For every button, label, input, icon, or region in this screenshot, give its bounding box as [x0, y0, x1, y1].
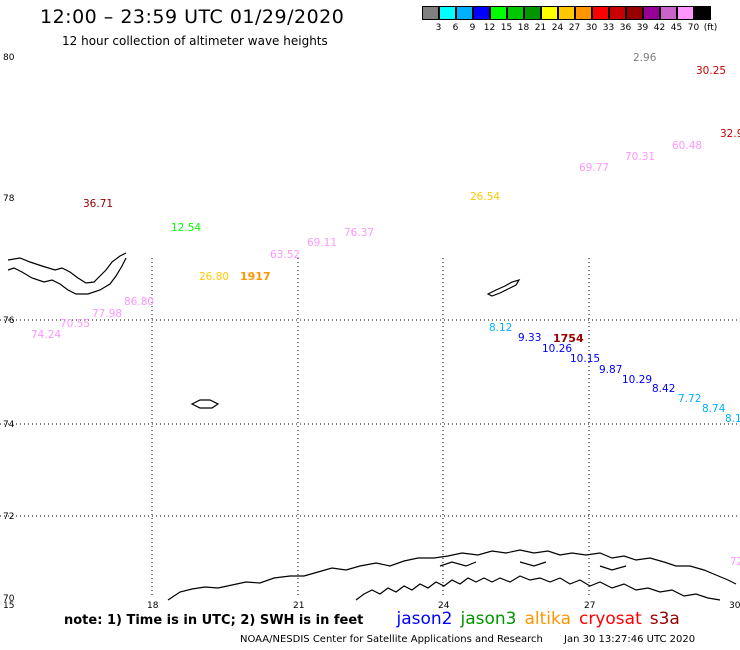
- color-scale-label: 30: [585, 23, 598, 33]
- wave-height-label: 9.33: [518, 332, 541, 344]
- wave-height-label: 36.71: [83, 198, 113, 210]
- color-swatch: [660, 6, 677, 20]
- latitude-label: 80: [3, 53, 15, 63]
- satellite-name: jason2: [396, 609, 453, 629]
- color-swatch: [558, 6, 575, 20]
- wave-height-label: 26.80: [199, 271, 229, 283]
- satellite-name: jason3: [460, 609, 517, 629]
- color-swatch: [507, 6, 524, 20]
- wave-height-label: 70.55: [60, 318, 90, 330]
- wave-height-label: 8.1: [725, 413, 740, 425]
- color-scale-label: (ft): [703, 23, 718, 33]
- wave-height-label: 63.52: [270, 249, 300, 261]
- wave-height-label: 7.72: [678, 393, 701, 405]
- longitude-labels: 15 18 21 24 27 30: [3, 601, 740, 611]
- color-scale-label: 24: [551, 23, 564, 33]
- color-scale-label: 45: [670, 23, 683, 33]
- wave-height-label: 72: [730, 556, 740, 568]
- color-scale-label: 15: [500, 23, 513, 33]
- bear-island-coast: [190, 399, 220, 409]
- latitude-labels: 80 78 76 74 72 70: [3, 53, 15, 604]
- coastline: [7, 252, 737, 601]
- wave-height-label: 10.29: [622, 374, 652, 386]
- wave-height-label: 69.11: [307, 237, 337, 249]
- wave-height-label: 12.54: [171, 222, 201, 234]
- wave-height-label: 86.80: [124, 296, 154, 308]
- color-swatch: [677, 6, 694, 20]
- color-scale-label: 12: [483, 23, 496, 33]
- satellite-legend: jason2 jason3 altika cryosat s3a: [369, 609, 680, 629]
- lat-lon-grid: [0, 258, 740, 598]
- wave-height-label: 32.9: [720, 128, 740, 140]
- map-title: 12:00 – 23:59 UTC 01/29/2020: [40, 6, 345, 28]
- longitude-label: 15: [3, 601, 14, 611]
- wave-height-label: 30.25: [696, 65, 726, 77]
- color-swatch: [473, 6, 490, 20]
- satellite-name: cryosat: [579, 609, 642, 629]
- longitude-label: 30: [729, 601, 740, 611]
- generation-timestamp: Jan 30 13:27:46 UTC 2020: [564, 634, 696, 645]
- color-swatch: [541, 6, 558, 20]
- color-swatch: [456, 6, 473, 20]
- color-scale-label: 39: [636, 23, 649, 33]
- longitude-label: 21: [293, 601, 304, 611]
- wave-height-label: 9.87: [599, 364, 622, 376]
- wave-height-label: 76.37: [344, 227, 374, 239]
- map-subtitle: 12 hour collection of altimeter wave hei…: [62, 34, 328, 48]
- legend-footer: note: 1) Time is in UTC; 2) SWH is in fe…: [64, 609, 680, 629]
- wave-height-label: 60.48: [672, 140, 702, 152]
- color-scale-label: 21: [534, 23, 547, 33]
- wave-height-label: 77.98: [92, 308, 122, 320]
- longitude-label: 18: [147, 601, 159, 611]
- color-scale-label: 42: [653, 23, 666, 33]
- color-swatch: [524, 6, 541, 20]
- pass-time-label: 1754: [553, 332, 584, 345]
- color-scale-label: 70: [687, 23, 700, 33]
- color-scale-label: 6: [452, 23, 459, 33]
- credit-line: NOAA/NESDIS Center for Satellite Applica…: [240, 634, 695, 645]
- longitude-label: 24: [438, 601, 450, 611]
- norway-coast: [167, 549, 737, 601]
- color-swatch: [490, 6, 507, 20]
- latitude-label: 72: [3, 512, 14, 522]
- color-scale-label: 27: [568, 23, 581, 33]
- satellite-name: s3a: [649, 609, 680, 629]
- wave-height-label: 74.24: [31, 329, 61, 341]
- wave-height-label: 2.96: [633, 52, 657, 64]
- color-swatch: [643, 6, 660, 20]
- wave-height-label: 8.74: [702, 403, 726, 415]
- wave-height-label: 70.31: [625, 151, 655, 163]
- color-swatch: [422, 6, 439, 20]
- color-scale-label: 18: [517, 23, 530, 33]
- color-swatch: [694, 6, 711, 20]
- color-scale-label: 9: [469, 23, 476, 33]
- color-scale-label: 3: [435, 23, 442, 33]
- latitude-label: 74: [3, 420, 15, 430]
- color-scale-label: 33: [602, 23, 615, 33]
- color-swatch: [609, 6, 626, 20]
- wave-height-label: 8.12: [489, 322, 512, 334]
- hopen-island-coast: [486, 279, 521, 297]
- color-swatch: [439, 6, 456, 20]
- color-swatch: [575, 6, 592, 20]
- color-swatch: [592, 6, 609, 20]
- svalbard-coast: [7, 252, 127, 295]
- wave-height-label: 69.77: [579, 162, 609, 174]
- satellite-name: altika: [524, 609, 572, 629]
- color-scale-label: 36: [619, 23, 632, 33]
- units-note: note: 1) Time is in UTC; 2) SWH is in fe…: [64, 613, 364, 628]
- wave-height-label: 8.42: [652, 383, 675, 395]
- wave-height-label: 26.54: [470, 191, 500, 203]
- latitude-label: 70: [3, 594, 15, 604]
- wave-height-label: 10.15: [570, 353, 600, 365]
- credit-text: NOAA/NESDIS Center for Satellite Applica…: [240, 634, 543, 645]
- color-swatch: [626, 6, 643, 20]
- wave-height-observations: 2.96 30.25 32.9 60.48 70.31 69.77 26.54 36.71 12…: [31, 52, 740, 568]
- pass-time-label: 1917: [240, 270, 271, 283]
- longitude-label: 27: [584, 601, 595, 611]
- wave-height-label: 10.26: [542, 343, 572, 355]
- latitude-label: 76: [3, 316, 15, 326]
- latitude-label: 78: [3, 194, 15, 204]
